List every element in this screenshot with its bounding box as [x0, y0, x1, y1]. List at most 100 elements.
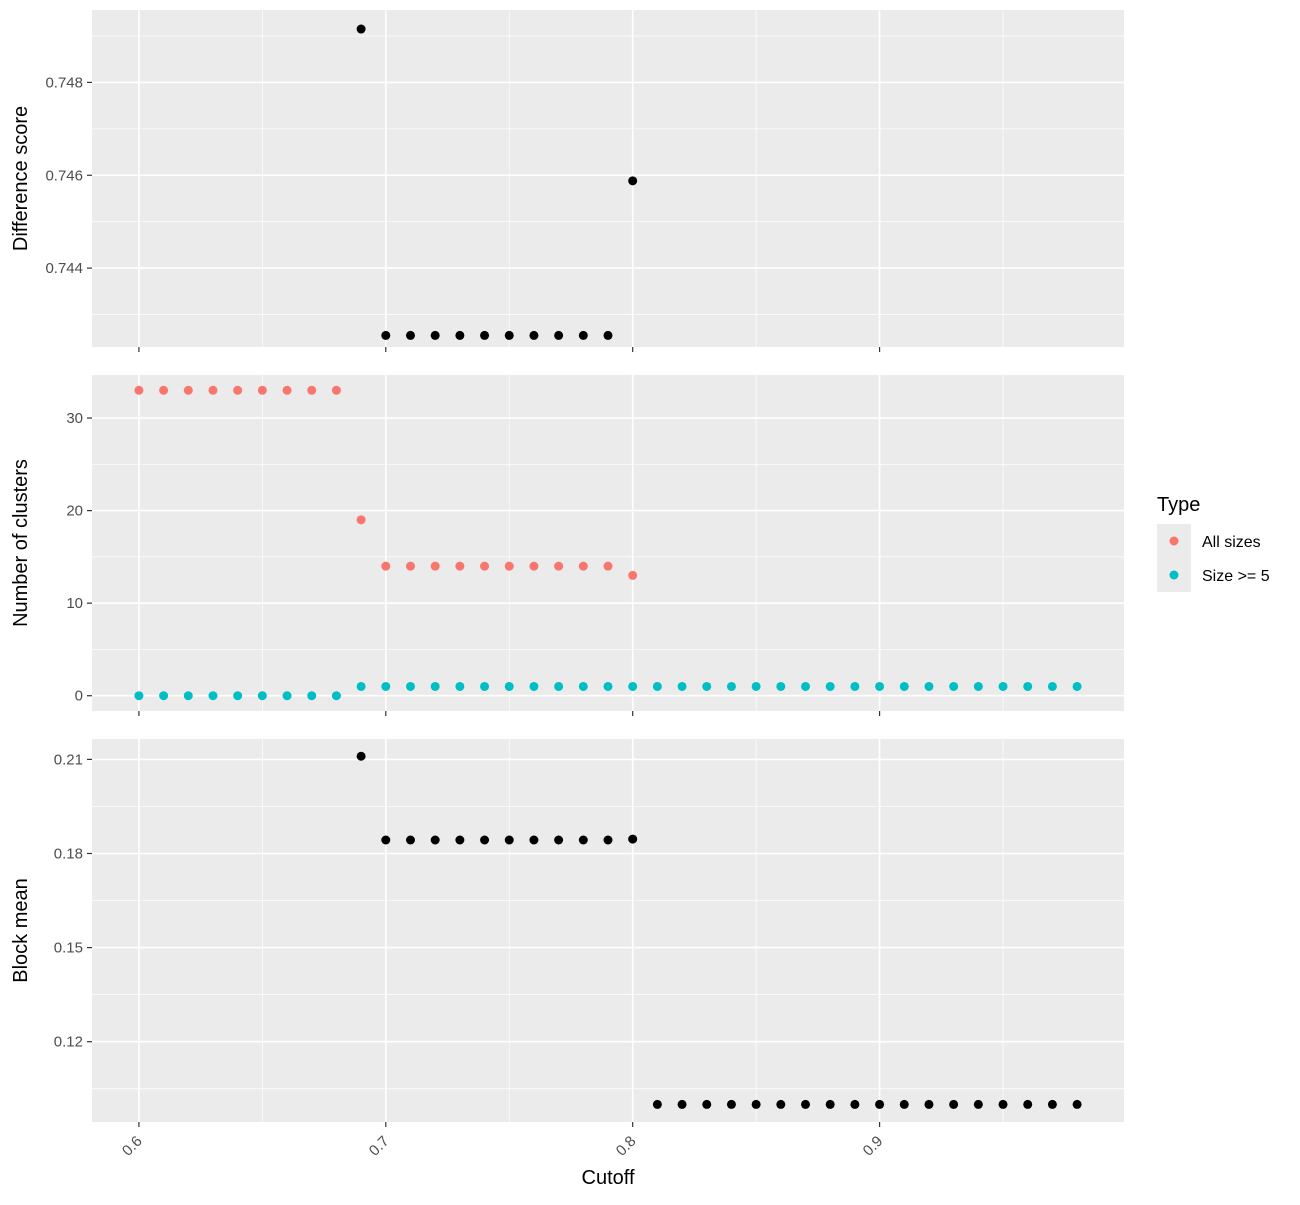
data-point	[850, 681, 860, 691]
data-point	[455, 835, 465, 845]
data-point	[529, 561, 539, 571]
y-tick-label: 0.18	[54, 845, 83, 862]
data-point	[652, 1099, 662, 1109]
data-point	[726, 681, 736, 691]
data-point	[973, 681, 983, 691]
data-point	[1023, 1099, 1033, 1109]
data-point	[603, 835, 613, 845]
data-point	[159, 385, 169, 395]
data-point	[159, 691, 169, 701]
data-point	[652, 681, 662, 691]
data-point	[183, 691, 193, 701]
data-point	[554, 330, 564, 340]
data-point	[405, 330, 415, 340]
legend-label: All sizes	[1202, 534, 1261, 551]
data-point	[356, 681, 366, 691]
data-point	[628, 681, 638, 691]
data-point	[899, 1099, 909, 1109]
data-point	[134, 385, 144, 395]
data-point	[381, 561, 391, 571]
data-point	[356, 751, 366, 761]
data-point	[405, 681, 415, 691]
data-point	[726, 1099, 736, 1109]
y-tick-label: 0.15	[54, 940, 83, 957]
data-point	[949, 1099, 959, 1109]
data-point	[578, 330, 588, 340]
panel-background	[92, 739, 1124, 1122]
data-point	[504, 835, 514, 845]
data-point	[529, 835, 539, 845]
y-axis-label: Block mean	[10, 878, 32, 983]
data-point	[628, 834, 638, 844]
data-point	[1047, 681, 1057, 691]
data-point	[529, 681, 539, 691]
data-point	[628, 570, 638, 580]
y-tick-label: 0	[75, 688, 83, 705]
data-point	[973, 1099, 983, 1109]
data-point	[776, 1099, 786, 1109]
data-point	[381, 835, 391, 845]
legend-entry: Size >= 5	[1157, 558, 1270, 592]
data-point	[307, 385, 317, 395]
data-point	[677, 681, 687, 691]
y-axis-label: Difference score	[10, 106, 32, 251]
data-point	[331, 385, 341, 395]
data-point	[430, 330, 440, 340]
data-point	[875, 1099, 885, 1109]
data-point	[504, 561, 514, 571]
data-point	[455, 330, 465, 340]
data-point	[331, 691, 341, 701]
data-point	[1023, 681, 1033, 691]
data-point	[208, 385, 218, 395]
data-point	[282, 691, 292, 701]
series-1	[356, 24, 638, 340]
y-axis-label: Number of clusters	[10, 459, 32, 627]
y-tick-label: 30	[66, 410, 83, 427]
data-point	[603, 330, 613, 340]
data-point	[183, 385, 193, 395]
data-point	[554, 561, 564, 571]
data-point	[924, 681, 934, 691]
data-point	[405, 835, 415, 845]
data-point	[430, 681, 440, 691]
data-point	[702, 1099, 712, 1109]
series-size-5	[134, 681, 1082, 701]
data-point	[134, 691, 144, 701]
data-point	[554, 681, 564, 691]
data-point	[578, 835, 588, 845]
y-tick-label: 0.12	[54, 1034, 83, 1051]
data-point	[356, 515, 366, 525]
data-point	[628, 176, 638, 186]
data-point	[998, 681, 1008, 691]
panel-background	[92, 375, 1124, 711]
legend-key-point	[1169, 570, 1179, 580]
data-point	[825, 681, 835, 691]
data-point	[875, 681, 885, 691]
panels: 0.744 0.746 0.748 Difference score 0 10 20 30 Nu…	[10, 10, 1124, 1160]
data-point	[702, 681, 712, 691]
panel-2: 0 10 20 30 Number of clusters	[10, 375, 1124, 716]
data-point	[504, 330, 514, 340]
data-point	[356, 24, 366, 34]
data-point	[480, 330, 490, 340]
data-point	[677, 1099, 687, 1109]
panel-1: 0.744 0.746 0.748 Difference score	[10, 10, 1124, 352]
data-point	[949, 681, 959, 691]
data-point	[405, 561, 415, 571]
data-point	[257, 385, 267, 395]
legend-label: Size >= 5	[1202, 568, 1270, 585]
data-point	[751, 681, 761, 691]
data-point	[455, 561, 465, 571]
data-point	[430, 561, 440, 571]
data-point	[1072, 681, 1082, 691]
data-point	[257, 691, 267, 701]
data-point	[381, 330, 391, 340]
data-point	[480, 561, 490, 571]
y-tick-label: 0.746	[45, 167, 83, 184]
y-tick-label: 20	[66, 503, 83, 520]
legend-title: Type	[1157, 494, 1200, 516]
data-point	[924, 1099, 934, 1109]
data-point	[578, 681, 588, 691]
